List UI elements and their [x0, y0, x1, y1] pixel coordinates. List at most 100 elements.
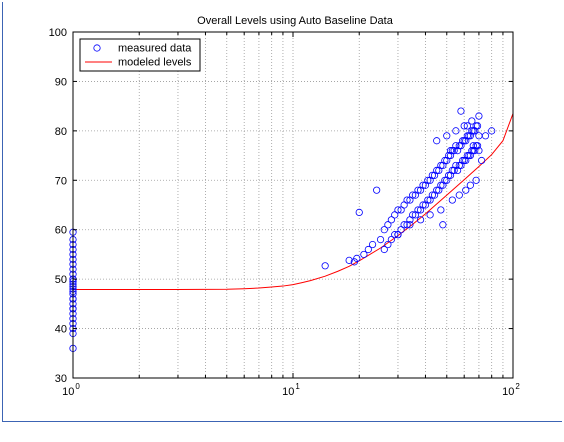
measured-data-point [437, 161, 445, 170]
y-tick-label: 30 [55, 373, 67, 385]
measured-data-point [421, 181, 430, 189]
measured-data-point [437, 181, 445, 189]
measured-data-point [443, 156, 451, 165]
measured-data-point [468, 117, 476, 125]
measured-data-point [439, 221, 447, 229]
measured-data-point [428, 191, 436, 199]
x-tick-exponent: 0 [75, 382, 80, 391]
measured-data-point [368, 240, 377, 249]
measured-data-point [472, 176, 480, 184]
y-tick-label: 80 [55, 126, 67, 138]
measured-data-point [428, 171, 436, 179]
measured-data-point [391, 231, 399, 239]
measured-data-point [441, 156, 449, 165]
legend-label-modeled: modeled levels [118, 57, 192, 69]
measured-data-point [391, 211, 399, 219]
measured-data-point [481, 132, 490, 140]
measured-data-point [409, 211, 417, 219]
measured-data-point [433, 166, 441, 174]
measured-data-point [462, 186, 470, 194]
y-tick-label: 70 [55, 175, 67, 187]
measured-data-point [394, 231, 402, 239]
modeled-levels-line [73, 113, 514, 291]
measured-data-point [469, 142, 477, 150]
measured-data-point [387, 216, 395, 224]
measured-data-point [455, 142, 463, 150]
measured-data-point [488, 127, 496, 135]
measured-data-point [424, 176, 432, 184]
measured-data-point [414, 206, 422, 214]
measured-data-point [455, 161, 463, 170]
measured-data-point [446, 147, 455, 155]
measured-data-point [439, 161, 447, 170]
chart: Overall Levels using Auto Baseline Data … [49, 15, 521, 398]
measured-data-point [433, 186, 441, 194]
measured-data-point [452, 127, 460, 135]
measured-data-point [475, 112, 483, 120]
legend-label-measured: measured data [118, 43, 192, 55]
measured-data-point [426, 176, 434, 184]
measured-data-point [448, 196, 456, 204]
measured-data-point [424, 196, 432, 204]
figure-window: Overall Levels using Auto Baseline Data … [2, 2, 562, 422]
measured-data-point [387, 236, 395, 244]
y-tick-label: 40 [55, 324, 67, 336]
measured-data-point [345, 256, 353, 264]
measured-data-point [453, 166, 462, 174]
measured-data-point [463, 122, 471, 130]
measured-data-point [437, 206, 445, 214]
measured-data-point [419, 181, 427, 189]
measured-data-point [452, 161, 460, 170]
measured-data-point [475, 147, 483, 155]
measured-data-point [478, 156, 486, 165]
measured-data-point [430, 191, 439, 199]
measured-data-point [364, 245, 372, 254]
legend-marker-measured [93, 44, 101, 52]
x-tick-label: 102 [502, 382, 520, 398]
measured-data-point [430, 171, 439, 179]
x-tick-exponent: 2 [515, 382, 520, 391]
measured-data-point [450, 166, 458, 174]
measured-data-point [445, 151, 453, 160]
measured-data-point [443, 132, 451, 140]
measured-data-point [457, 161, 465, 170]
measured-data-point [453, 147, 462, 155]
measured-data-point [435, 166, 443, 174]
measured-data-point [448, 147, 456, 155]
measured-data-point [416, 216, 425, 224]
measured-data-point [384, 221, 392, 229]
measured-data-point [394, 206, 402, 214]
y-tick-label: 60 [55, 225, 67, 237]
measured-data-point [460, 122, 468, 130]
measured-data-point [446, 171, 455, 179]
x-tick-exponent: 1 [295, 382, 300, 391]
measured-data-point [443, 176, 451, 184]
measured-data-point [403, 196, 411, 204]
measured-data-point [419, 201, 427, 209]
measured-data-point [452, 142, 460, 150]
measured-data-point [441, 176, 449, 184]
measured-data-point [426, 196, 434, 204]
measured-data-point [455, 191, 463, 199]
measured-data-point [450, 147, 458, 155]
measured-data-point [321, 262, 329, 270]
measured-data-point [473, 122, 482, 130]
measured-data-point [446, 151, 455, 160]
measured-data-point [380, 226, 388, 234]
y-tick-label: 90 [55, 76, 67, 88]
measured-data-point [414, 186, 422, 194]
measured-data-point [473, 142, 482, 150]
measured-data-point [448, 166, 456, 174]
measured-data-point [373, 186, 381, 194]
measured-data-point [435, 186, 443, 194]
measured-data-point [384, 240, 392, 249]
measured-data-point [457, 107, 465, 115]
measured-data-point [421, 201, 430, 209]
measured-data-point [433, 137, 441, 145]
measured-data-point [426, 211, 434, 219]
chart-title: Overall Levels using Auto Baseline Data [197, 15, 394, 27]
measured-data-point [360, 250, 368, 259]
measured-data-point [376, 236, 385, 244]
measured-data-point [466, 181, 474, 189]
y-tick-label: 100 [49, 27, 67, 39]
